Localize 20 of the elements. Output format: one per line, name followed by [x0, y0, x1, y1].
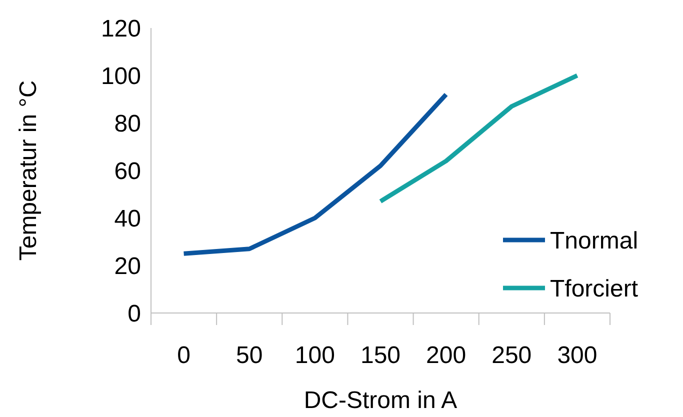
x-tick-label: 300: [557, 342, 598, 369]
x-axis-title: DC-Strom in A: [304, 387, 458, 414]
x-tick-label: 150: [360, 342, 401, 369]
y-tick-label: 80: [114, 110, 141, 138]
x-tick-label: 100: [294, 342, 335, 369]
y-tick-label: 20: [114, 252, 141, 280]
x-tick-label: 50: [236, 342, 263, 369]
legend-label: Tnormal: [550, 227, 638, 254]
x-tick-label: 0: [177, 342, 190, 369]
x-tick-label: 200: [426, 342, 466, 369]
y-axis-title: Temperatur in °C: [15, 80, 42, 261]
y-tick-label: 0: [128, 300, 141, 328]
y-tick-label: 60: [114, 158, 141, 185]
y-tick-label: 40: [114, 205, 141, 232]
y-tick-label: 120: [100, 15, 141, 42]
x-tick-label: 250: [492, 342, 532, 369]
y-tick-label: 100: [100, 62, 141, 90]
legend-label: Tforciert: [550, 275, 638, 302]
line-series: [378, 73, 580, 204]
line-series: [182, 92, 448, 256]
